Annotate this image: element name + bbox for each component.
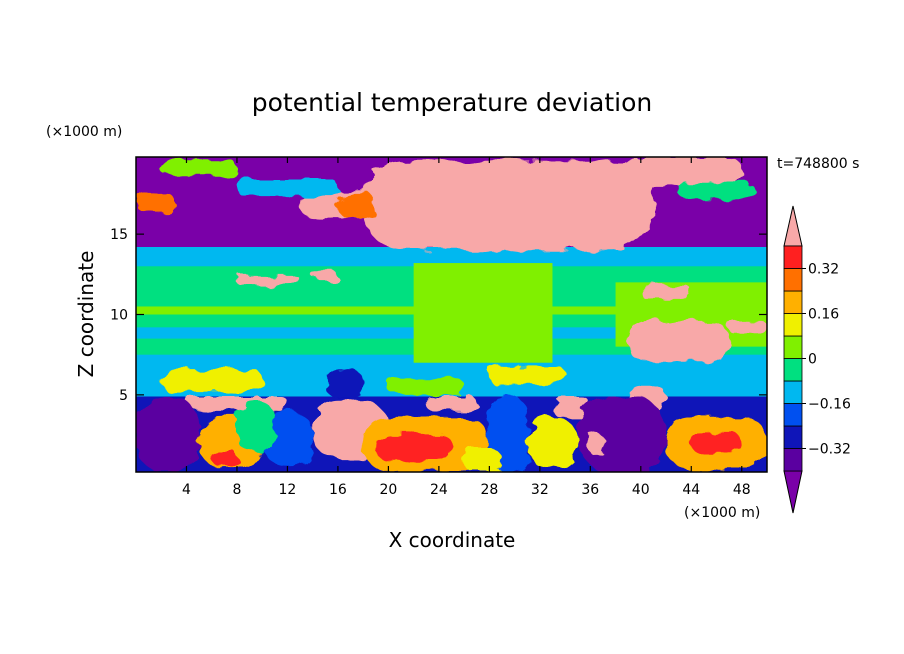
heatmap-cell (577, 396, 667, 472)
x-tick-label: 48 (733, 482, 751, 498)
chart-title: potential temperature deviation (252, 88, 652, 117)
heatmap-cell (325, 369, 364, 399)
heatmap-cell (211, 449, 237, 466)
heatmap-cell (236, 401, 275, 453)
heatmap-cell (527, 176, 578, 199)
y-tick-label: 15 (110, 227, 128, 243)
plot-area (136, 157, 767, 472)
colorbar-tick-label: −0.16 (808, 397, 851, 413)
x-tick-label: 32 (531, 482, 549, 498)
colorbar-cap-bottom (783, 470, 803, 514)
colorbar-segment (783, 290, 803, 314)
colorbar-tick-label: −0.32 (808, 442, 851, 458)
x-tick-label: 28 (480, 482, 498, 498)
colorbar-segment (783, 313, 803, 337)
heatmap-cell (375, 433, 452, 461)
heatmap-cell (312, 272, 338, 280)
heatmap-cell (691, 433, 742, 453)
y-tick-label: 10 (110, 308, 128, 324)
x-tick-label: 4 (182, 482, 191, 498)
x-axis-label: X coordinate (389, 528, 516, 552)
heatmap-cell (552, 396, 591, 418)
colorbar-tick-label: 0.16 (808, 307, 839, 323)
x-unit-label: (×1000 m) (684, 505, 760, 521)
heatmap-cell (426, 396, 477, 411)
heatmap-cell (236, 275, 301, 286)
y-unit-label: (×1000 m) (46, 124, 122, 140)
colorbar: 0.32 0.16 0 −0.16 −0.32 (783, 205, 851, 514)
x-tick-label: 12 (279, 482, 297, 498)
x-tick-label: 24 (430, 482, 448, 498)
colorbar-segment (783, 425, 803, 449)
heatmap-cell (161, 369, 263, 392)
colorbar-segment (783, 358, 803, 382)
y-tick-label: 5 (119, 388, 128, 404)
heatmap-cell (678, 182, 755, 199)
heatmap-cell (136, 247, 767, 267)
heatmap-cell (236, 179, 338, 196)
heatmap-cell (337, 192, 376, 219)
x-axis: 4 8 12 16 20 24 28 32 36 40 44 48 (182, 157, 751, 498)
colorbar-tick-label: 0 (808, 352, 817, 368)
heatmap-cell (729, 320, 767, 334)
x-tick-label: 36 (581, 482, 599, 498)
heatmap-cell (186, 396, 288, 411)
heatmap-cell (489, 365, 566, 386)
heatmap-cell (161, 160, 237, 177)
heatmap-cell (464, 449, 502, 472)
heatmap-cell (640, 285, 692, 299)
heatmap-cell (628, 320, 730, 363)
heatmap-cell (590, 433, 603, 456)
heatmap-cell (527, 417, 578, 469)
colorbar-tick-label: 0.32 (808, 262, 839, 278)
y-axis-label: Z coordinate (74, 251, 98, 378)
colorbar-segment (783, 245, 803, 269)
colorbar-segment (783, 268, 803, 292)
heatmap-cell (136, 192, 174, 212)
heatmap-cell (136, 396, 200, 472)
x-tick-label: 44 (682, 482, 700, 498)
x-tick-label: 40 (632, 482, 650, 498)
heatmap-cell (136, 306, 767, 315)
x-tick-label: 8 (232, 482, 241, 498)
colorbar-segment (783, 403, 803, 427)
y-axis: 5 10 15 (110, 227, 767, 404)
colorbar-cap-top (783, 205, 803, 247)
heatmap-cell (363, 160, 654, 251)
time-label: t=748800 s (777, 156, 859, 172)
colorbar-segment (783, 448, 803, 472)
x-tick-label: 16 (329, 482, 347, 498)
heatmap-cell (615, 157, 742, 186)
colorbar-segment (783, 335, 803, 359)
colorbar-segment (783, 380, 803, 404)
x-tick-label: 20 (379, 482, 397, 498)
heatmap-cell (388, 378, 465, 395)
